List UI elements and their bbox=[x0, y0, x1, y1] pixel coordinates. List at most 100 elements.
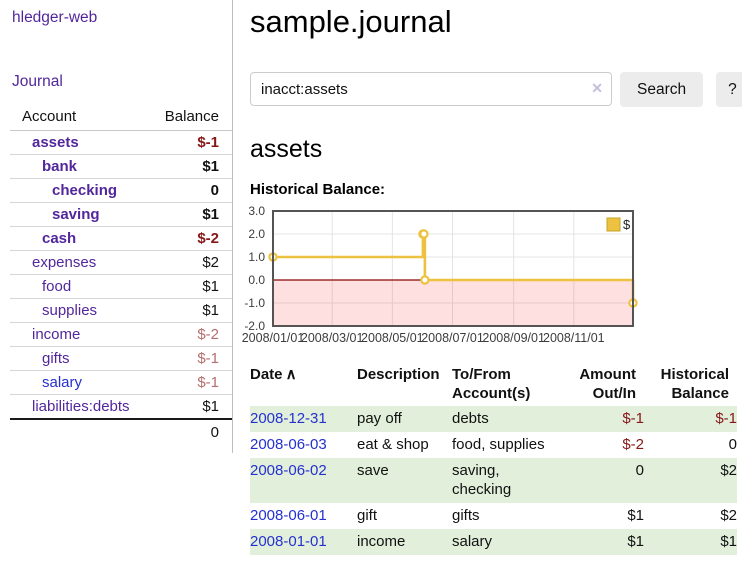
date-link[interactable]: 2008-01-01 bbox=[250, 533, 327, 550]
account-link[interactable]: gifts bbox=[42, 350, 70, 367]
date-link[interactable]: 2008-12-31 bbox=[250, 410, 327, 427]
sidebar: hledger-web Journal Account Balance asse… bbox=[0, 0, 233, 453]
help-button[interactable]: ? bbox=[716, 72, 742, 107]
accounts-header-account: Account bbox=[10, 104, 144, 131]
register-amount-cell: $-1 bbox=[622, 410, 644, 427]
data-point bbox=[420, 275, 430, 285]
clear-search-icon[interactable]: ✕ bbox=[591, 80, 603, 96]
y-tick-label: -2.0 bbox=[244, 319, 265, 333]
account-cell: gifts bbox=[10, 346, 144, 371]
register-accounts-cell: food, supplies bbox=[452, 436, 545, 453]
date-link[interactable]: 2008-06-02 bbox=[250, 462, 327, 479]
account-link[interactable]: assets bbox=[32, 134, 79, 151]
accounts-total-balance: 0 bbox=[143, 418, 232, 445]
y-tick-label: 1.0 bbox=[248, 250, 265, 264]
register-amount-cell: $-2 bbox=[622, 436, 644, 453]
date-link[interactable]: 2008-06-03 bbox=[250, 436, 327, 453]
account-balance: $1 bbox=[143, 394, 232, 419]
register-description-cell: save bbox=[357, 462, 389, 479]
account-row: income $-2 bbox=[10, 322, 232, 347]
account-balance: $-1 bbox=[143, 370, 232, 395]
account-balance: $2 bbox=[143, 250, 232, 275]
register-header-historical-balance: Historical Balance bbox=[660, 366, 729, 402]
account-link[interactable]: saving bbox=[52, 206, 100, 223]
search-button[interactable]: Search bbox=[620, 72, 704, 107]
x-tick-label: 2008/07/01 bbox=[421, 331, 484, 345]
account-link[interactable]: bank bbox=[42, 158, 78, 175]
accounts-table: Account Balance assets $-1 bank $1 checking 0… bbox=[10, 104, 232, 445]
table-row: 2008-06-03 eat & shop food, supplies $-2 0 bbox=[250, 432, 737, 458]
account-cell: cash bbox=[10, 226, 144, 251]
account-balance: $1 bbox=[143, 154, 232, 179]
account-cell: liabilities:debts bbox=[10, 394, 144, 419]
plot-border bbox=[272, 210, 634, 327]
register-header-date[interactable]: Date ∧ bbox=[250, 366, 297, 383]
account-row: assets $-1 bbox=[10, 130, 232, 155]
register-date-cell: 2008-12-31 bbox=[250, 406, 357, 432]
accounts-header-balance: Balance bbox=[143, 104, 232, 131]
account-cell: food bbox=[10, 274, 144, 299]
account-link[interactable]: supplies bbox=[42, 302, 98, 319]
register-date-cell: 2008-06-01 bbox=[250, 503, 357, 529]
y-tick-label: 0.0 bbox=[248, 273, 265, 287]
account-cell: salary bbox=[10, 370, 144, 395]
register-description-cell: income bbox=[357, 533, 406, 550]
data-point bbox=[419, 229, 429, 239]
accounts-header-row: Account Balance bbox=[10, 104, 232, 131]
register-date-cell: 2008-06-02 bbox=[250, 458, 357, 503]
register-accounts-cell: debts bbox=[452, 410, 489, 427]
account-link[interactable]: income bbox=[32, 326, 81, 343]
account-balance: $-2 bbox=[143, 226, 232, 251]
account-link[interactable]: food bbox=[42, 278, 72, 295]
negative-region bbox=[273, 280, 633, 326]
account-cell: checking bbox=[10, 178, 144, 203]
y-tick-label: 3.0 bbox=[248, 204, 265, 218]
account-cell: supplies bbox=[10, 298, 144, 323]
date-link[interactable]: 2008-06-01 bbox=[250, 507, 327, 524]
main-content: sample.journal ✕ Search ? assets Histori… bbox=[233, 0, 742, 555]
chart-svg: 3.0 2.0 1.0 0.0 -1.0 -2.02008/01/012008/03/01… bbox=[242, 204, 638, 345]
register-amount-cell: 0 bbox=[635, 462, 644, 479]
account-balance: $1 bbox=[143, 298, 232, 323]
register-accounts-cell: gifts bbox=[452, 507, 480, 524]
account-link[interactable]: salary bbox=[42, 374, 83, 391]
account-row: bank $1 bbox=[10, 154, 232, 179]
account-link[interactable]: expenses bbox=[32, 254, 97, 271]
account-cell: saving bbox=[10, 202, 144, 227]
x-tick-label: 2008/05/01 bbox=[361, 331, 424, 345]
account-link[interactable]: checking bbox=[52, 182, 118, 199]
brand-link[interactable]: hledger-web bbox=[12, 9, 98, 26]
account-row: saving $1 bbox=[10, 202, 232, 227]
search-input[interactable] bbox=[250, 72, 612, 106]
register-date-cell: 2008-01-01 bbox=[250, 529, 357, 555]
table-row: 2008-06-01 gift gifts $1 $2 bbox=[250, 503, 737, 529]
sidebar-item-journal[interactable]: Journal bbox=[12, 73, 63, 90]
account-cell: income bbox=[10, 322, 144, 347]
y-tick-label: -1.0 bbox=[244, 296, 265, 310]
register-description-cell: pay off bbox=[357, 410, 402, 427]
account-link[interactable]: liabilities:debts bbox=[32, 398, 130, 415]
account-link[interactable]: cash bbox=[42, 230, 77, 247]
register-balance-cell: $-1 bbox=[715, 410, 737, 427]
account-row: checking 0 bbox=[10, 178, 232, 203]
account-row: supplies $1 bbox=[10, 298, 232, 323]
sort-ascending-icon: ∧ bbox=[282, 366, 297, 383]
account-row: salary $-1 bbox=[10, 370, 232, 395]
search-form: ✕ Search ? bbox=[250, 72, 742, 107]
table-row: 2008-01-01 income salary $1 $1 bbox=[250, 529, 737, 555]
register-header-row: Date ∧ Description To/From Account(s) Amoun… bbox=[250, 363, 737, 406]
account-row: liabilities:debts $1 bbox=[10, 394, 232, 419]
register-balance-cell: 0 bbox=[728, 436, 737, 453]
y-tick-label: 2.0 bbox=[248, 227, 265, 241]
register-date-cell: 2008-06-03 bbox=[250, 432, 357, 458]
account-row: expenses $2 bbox=[10, 250, 232, 275]
account-cell: bank bbox=[10, 154, 144, 179]
x-tick-label: 2008/09/01 bbox=[482, 331, 545, 345]
legend-label: $ bbox=[623, 217, 631, 232]
register-description-cell: eat & shop bbox=[357, 436, 429, 453]
register-balance-cell: $2 bbox=[720, 507, 737, 524]
historical-balance-chart: 3.0 2.0 1.0 0.0 -1.0 -2.0 2008/01/01 2008/03/01… bbox=[242, 204, 742, 346]
account-balance: $1 bbox=[143, 202, 232, 227]
account-row: food $1 bbox=[10, 274, 232, 299]
sidebar-nav: Journal bbox=[12, 73, 232, 91]
